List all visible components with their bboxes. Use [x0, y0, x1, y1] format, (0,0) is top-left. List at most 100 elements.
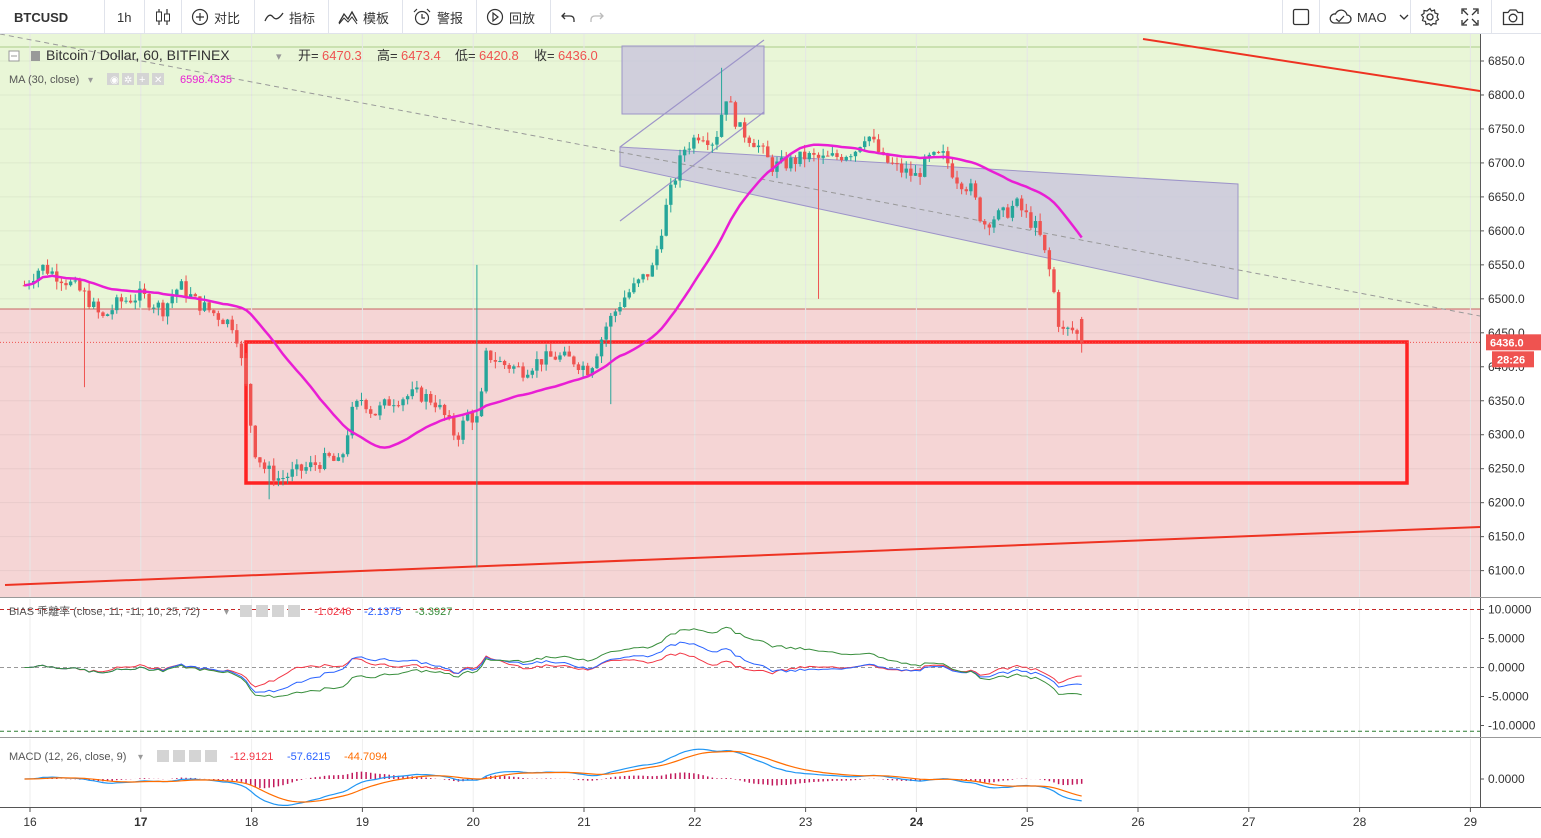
candle[interactable]	[193, 294, 197, 297]
candle[interactable]	[350, 406, 354, 436]
candle[interactable]	[133, 300, 137, 303]
candle[interactable]	[290, 469, 294, 477]
plus-icon[interactable]	[137, 73, 149, 85]
candle[interactable]	[867, 136, 872, 142]
candle[interactable]	[959, 183, 964, 190]
candle[interactable]	[899, 163, 904, 173]
candle[interactable]	[1075, 330, 1079, 334]
candle[interactable]	[544, 351, 548, 365]
candle[interactable]	[405, 396, 410, 400]
candle[interactable]	[484, 350, 488, 392]
candle[interactable]	[747, 137, 751, 143]
candle[interactable]	[1024, 210, 1028, 213]
candle[interactable]	[207, 302, 211, 311]
candle[interactable]	[152, 307, 156, 309]
candle[interactable]	[719, 114, 724, 137]
candle[interactable]	[179, 281, 184, 290]
candle[interactable]	[1019, 198, 1024, 211]
interval-button[interactable]: 1h	[117, 0, 131, 34]
fullscreen-button[interactable]	[1461, 0, 1479, 34]
candle[interactable]	[525, 374, 530, 378]
candle[interactable]	[285, 476, 290, 479]
candle[interactable]	[673, 180, 678, 185]
candle[interactable]	[489, 350, 493, 361]
candle[interactable]	[378, 405, 382, 416]
candle[interactable]	[1052, 269, 1056, 293]
candle[interactable]	[299, 464, 304, 471]
candle[interactable]	[710, 144, 715, 146]
close-icon[interactable]	[205, 750, 217, 762]
candle[interactable]	[835, 153, 839, 157]
indicators-button[interactable]: 指标	[264, 0, 315, 34]
candle[interactable]	[595, 356, 599, 369]
candle[interactable]	[170, 296, 174, 304]
candle[interactable]	[119, 297, 124, 302]
candle[interactable]	[452, 417, 456, 436]
candle[interactable]	[272, 465, 276, 481]
candle[interactable]	[521, 366, 525, 378]
candle[interactable]	[115, 297, 119, 311]
candle[interactable]	[775, 161, 779, 172]
candle[interactable]	[756, 145, 761, 148]
candle[interactable]	[890, 162, 895, 164]
candle[interactable]	[359, 400, 364, 402]
plus-icon[interactable]	[189, 750, 201, 762]
candle[interactable]	[987, 224, 992, 228]
support-zone-box[interactable]	[244, 340, 1409, 485]
candle[interactable]	[793, 157, 798, 165]
candle[interactable]	[498, 361, 502, 363]
candle[interactable]	[738, 122, 742, 127]
candle[interactable]	[161, 302, 165, 317]
candle[interactable]	[304, 467, 308, 471]
bias-line-72[interactable]	[24, 626, 1082, 698]
candle[interactable]	[382, 399, 387, 406]
candle[interactable]	[138, 288, 142, 301]
candle[interactable]	[1070, 327, 1075, 331]
candle[interactable]	[345, 435, 350, 455]
candle[interactable]	[849, 156, 853, 158]
candle[interactable]	[479, 391, 484, 417]
candle[interactable]	[613, 311, 618, 316]
bias-line-25[interactable]	[24, 641, 1082, 693]
candle[interactable]	[715, 136, 719, 145]
candle[interactable]	[904, 168, 908, 173]
candle[interactable]	[862, 141, 867, 148]
candle[interactable]	[650, 265, 655, 277]
candle[interactable]	[502, 361, 507, 366]
candle[interactable]	[955, 177, 959, 184]
candle[interactable]	[978, 197, 982, 222]
candle[interactable]	[895, 163, 899, 165]
candle[interactable]	[327, 453, 331, 456]
candle[interactable]	[239, 343, 244, 359]
candle[interactable]	[535, 359, 539, 371]
candle[interactable]	[216, 313, 221, 320]
candle[interactable]	[258, 457, 262, 463]
candle[interactable]	[821, 155, 825, 158]
candle[interactable]	[1066, 327, 1070, 329]
candle[interactable]	[927, 154, 932, 157]
candle[interactable]	[581, 365, 585, 371]
plus-icon[interactable]	[272, 605, 284, 617]
eye-icon[interactable]	[240, 605, 252, 617]
main-pane[interactable]	[0, 34, 1480, 597]
support-trend-line[interactable]	[4, 526, 1480, 586]
candle[interactable]	[59, 281, 64, 284]
candle[interactable]	[96, 301, 101, 313]
chevron-down-icon[interactable]	[1399, 13, 1409, 21]
candle[interactable]	[798, 151, 802, 165]
candle[interactable]	[295, 464, 299, 470]
candle[interactable]	[253, 425, 257, 458]
candle[interactable]	[493, 360, 498, 362]
candle[interactable]	[276, 478, 281, 481]
candle[interactable]	[909, 168, 913, 176]
candle[interactable]	[830, 153, 835, 156]
candle[interactable]	[969, 183, 973, 192]
candle[interactable]	[433, 402, 438, 408]
candle[interactable]	[724, 101, 728, 115]
candle[interactable]	[729, 101, 733, 103]
candle[interactable]	[1038, 221, 1042, 235]
candle[interactable]	[438, 404, 442, 408]
candle[interactable]	[701, 140, 705, 142]
candle[interactable]	[1015, 198, 1019, 206]
close-icon[interactable]	[288, 605, 300, 617]
